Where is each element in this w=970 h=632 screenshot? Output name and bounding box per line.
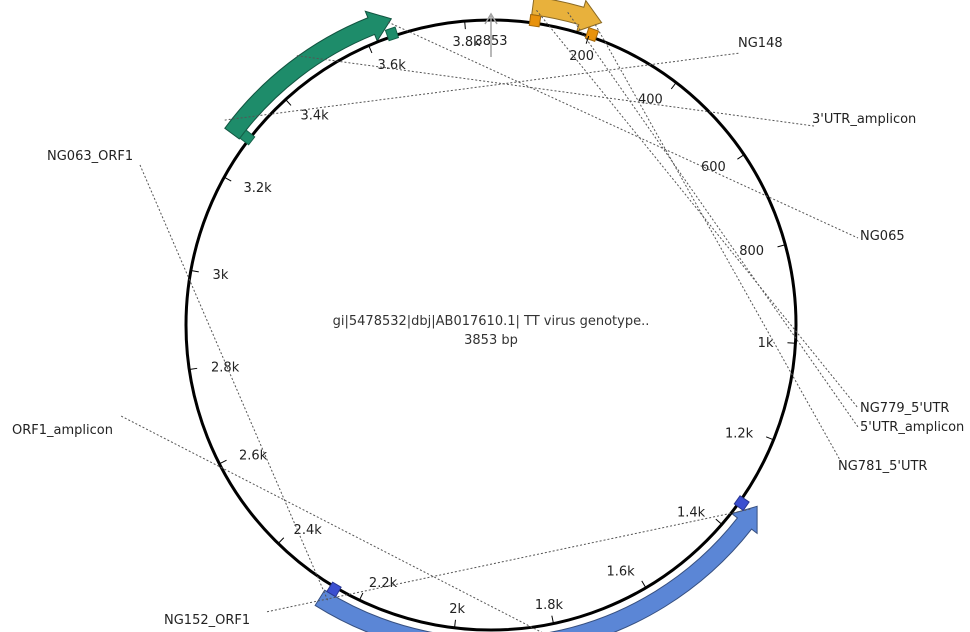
ng065-leader (387, 21, 859, 239)
tick-mark (464, 21, 466, 30)
feature-layer (224, 0, 758, 632)
tick-label: 1.2k (725, 426, 754, 441)
tick-label: 3.2k (243, 181, 272, 196)
tick-label: 1.6k (606, 565, 635, 580)
tick-mark (765, 436, 774, 441)
callout-layer: NG148 3'UTR_amplicon NG065 NG063_ORF1 ORF1_a… (12, 9, 964, 632)
tick-mark (190, 269, 199, 273)
ng152-orf1-primer[interactable] (733, 495, 750, 512)
tick-label: 3.6k (378, 58, 407, 73)
ng779-5-utr-label[interactable]: NG779_5'UTR (860, 401, 949, 416)
5-utr-amplicon-leader (567, 11, 859, 428)
tick-label: 2.6k (239, 449, 268, 464)
orf1-amplicon-leader (120, 415, 543, 632)
tick-mark (551, 615, 554, 624)
ng781-5-utr-primer[interactable] (584, 27, 600, 43)
tick-mark (777, 244, 786, 248)
orf1-amplicon-label[interactable]: ORF1_amplicon (12, 423, 113, 438)
tick-label: 2.8k (211, 361, 240, 376)
tick-mark (285, 99, 292, 106)
tick-label: 600 (701, 160, 726, 175)
ng065-primer[interactable] (384, 26, 400, 42)
tick-mark (454, 619, 456, 628)
ng063-orf1-leader (139, 164, 329, 601)
ng065-label[interactable]: NG065 (860, 229, 905, 244)
ng779-5-utr-primer[interactable] (528, 13, 542, 28)
sequence-title: gi|5478532|dbj|AB017610.1| TT virus geno… (333, 314, 650, 329)
tick-mark (641, 580, 647, 589)
tick-label: 3.8k (452, 35, 481, 50)
tick-mark (715, 518, 723, 525)
tick-mark (219, 459, 227, 465)
tick-label: 3k (213, 268, 229, 283)
ng781-5-utr-leader (594, 24, 841, 461)
tick-label: 200 (569, 49, 594, 64)
tick-mark (277, 537, 285, 544)
3-utr-amplicon-arrow[interactable] (224, 10, 393, 140)
5-utr-amplicon-arrow[interactable] (531, 0, 603, 33)
tick-label: 2.2k (369, 576, 398, 591)
origin-arrow-icon (484, 12, 498, 57)
tick-mark (223, 176, 232, 182)
3-utr-amplicon-leader (296, 55, 815, 127)
tick-mark (368, 45, 373, 54)
ng063-orf1-primer[interactable] (326, 581, 342, 598)
tick-label: 2k (449, 602, 465, 617)
tick-label: 1.4k (677, 505, 706, 520)
tick-label: 2.4k (294, 523, 323, 538)
tick-mark (670, 82, 677, 90)
tick-label: 800 (739, 244, 764, 259)
tick-mark (737, 154, 745, 160)
tick-label: 1k (758, 336, 774, 351)
tick-mark (189, 367, 198, 370)
ng152-orf1-leader (265, 508, 751, 613)
tick-label: 400 (638, 93, 663, 108)
primer-layer (239, 13, 750, 598)
ng781-5-utr-label[interactable]: NG781_5'UTR (838, 459, 927, 474)
ng152-orf1-label[interactable]: NG152_ORF1 (164, 613, 250, 628)
tick-label: 3.4k (300, 108, 329, 123)
ng148-leader (224, 52, 741, 121)
sequence-length: 3853 bp (464, 333, 518, 348)
3-utr-amplicon-label[interactable]: 3'UTR_amplicon (812, 112, 916, 127)
ng148-label[interactable]: NG148 (738, 36, 783, 51)
tick-layer: 200 400 600 800 1k 1.2k 1.4k 1.6k 1.8k 2k 2.2k 2.4k… (189, 20, 796, 628)
tick-label: 1.8k (535, 598, 564, 613)
orf1-amplicon-arrow[interactable] (314, 505, 758, 632)
tick-mark (358, 592, 364, 601)
ng063-orf1-label[interactable]: NG063_ORF1 (47, 149, 133, 164)
5-utr-amplicon-label[interactable]: 5'UTR_amplicon (860, 420, 964, 435)
ng148-primer[interactable] (239, 129, 256, 146)
ng779-5-utr-leader (536, 9, 859, 409)
